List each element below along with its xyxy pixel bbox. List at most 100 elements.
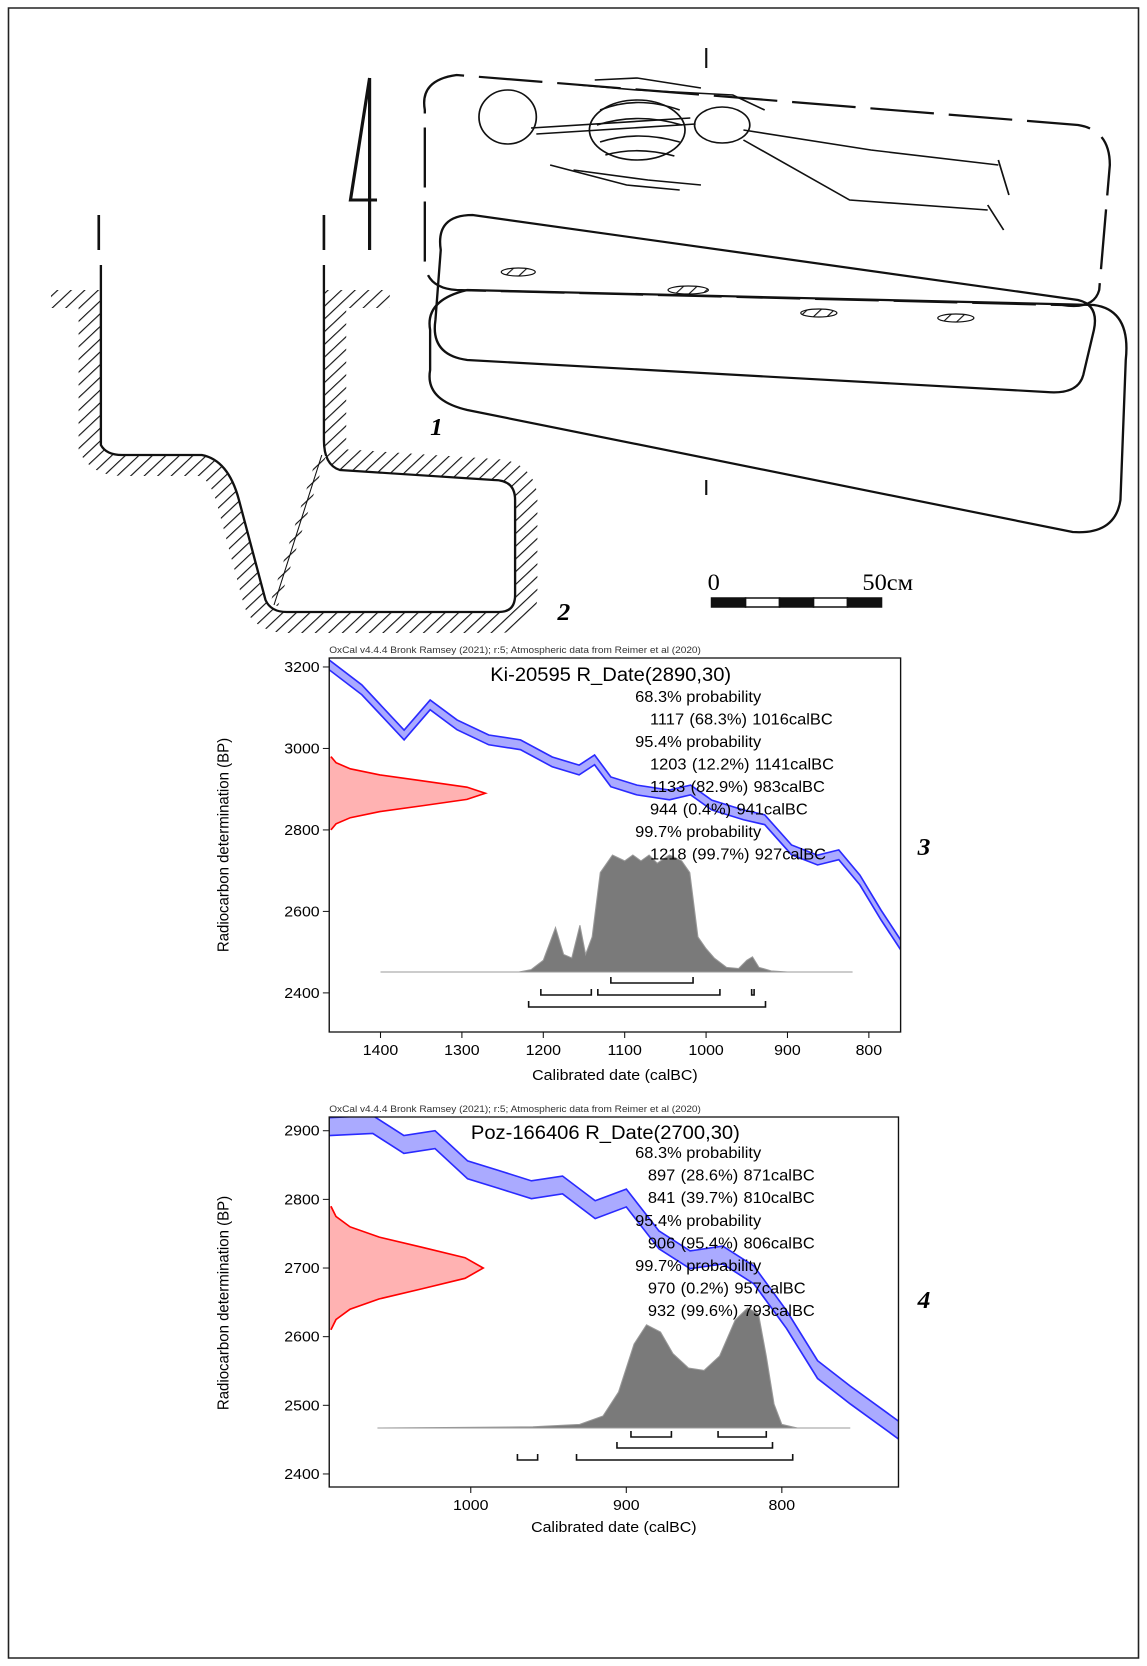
x-axis-label: Calibrated date (calBC): [531, 1519, 697, 1535]
range-from: 897: [648, 1168, 676, 1184]
range-to: 983: [754, 779, 782, 795]
range-unit: calBC: [764, 802, 808, 818]
range-pct: (68.3%): [689, 712, 747, 728]
scale-end: 50см: [862, 571, 913, 596]
probability-label: 99.7% probability: [635, 1258, 761, 1274]
range-unit: calBC: [771, 1168, 815, 1184]
x-tick-label: 1100: [608, 1042, 642, 1058]
y-tick-label: 3200: [284, 659, 319, 675]
scale-bar: [710, 597, 883, 608]
range-unit: calBC: [781, 779, 825, 795]
range-to: 793: [743, 1304, 771, 1320]
skeleton: [478, 77, 1010, 231]
range-bar: [630, 1431, 673, 1438]
range-pct: (82.9%): [691, 779, 749, 795]
plan-drawing: [422, 48, 1128, 534]
range-bar: [717, 1431, 768, 1438]
y-tick-label: 2400: [284, 985, 319, 1001]
range-unit: calBC: [789, 712, 833, 728]
curve-upper: [329, 659, 901, 941]
range-unit: calBC: [782, 847, 826, 863]
y-tick-label: 2600: [284, 1329, 319, 1345]
range-from: 1203: [650, 757, 687, 773]
measurement-curve: [330, 1205, 485, 1331]
range-bar: [750, 989, 755, 996]
range-text: 970 (0.2%) 957calBC: [648, 1281, 806, 1297]
range-text: 1117 (68.3%) 1016calBC: [650, 712, 833, 728]
y-axis-label: Radiocarbon determination (BP): [215, 1196, 233, 1410]
range-pct: (0.4%): [683, 802, 731, 818]
range-unit: calBC: [771, 1191, 815, 1207]
x-tick-label: 1000: [688, 1042, 723, 1058]
chart-title: Poz-166406 R_Date(2700,30): [471, 1123, 740, 1144]
range-from: 944: [650, 802, 678, 818]
probability-label: 95.4% probability: [635, 734, 761, 750]
range-bar: [516, 1454, 539, 1461]
scale-start: 0: [708, 571, 720, 596]
range-from: 841: [648, 1191, 676, 1207]
range-to: 941: [736, 802, 764, 818]
range-from: 932: [648, 1304, 676, 1320]
range-text: 1203 (12.2%) 1141calBC: [650, 757, 834, 773]
x-tick-label: 800: [769, 1497, 796, 1513]
y-tick-label: 3000: [284, 741, 319, 757]
range-bar: [527, 1001, 767, 1008]
range-text: 897 (28.6%) 871calBC: [648, 1168, 815, 1184]
range-text: 906 (95.4%) 806calBC: [648, 1236, 815, 1252]
chart-header: OxCal v4.4.4 Bronk Ramsey (2021); r:5; A…: [329, 645, 701, 656]
range-to: 806: [743, 1236, 771, 1252]
section-drawing: [50, 215, 538, 633]
panel-label: 4: [917, 1288, 931, 1314]
chart-header: OxCal v4.4.4 Bronk Ramsey (2021); r:5; A…: [329, 1104, 701, 1115]
curve-lower: [329, 1132, 899, 1440]
range-to: 957: [734, 1281, 762, 1297]
probability-label: 68.3% probability: [635, 1145, 761, 1161]
drawing-label: 2: [557, 600, 571, 626]
range-bar: [540, 989, 593, 996]
probability-label: 95.4% probability: [635, 1213, 761, 1229]
x-axis-label: Calibrated date (calBC): [532, 1067, 698, 1083]
range-text: 1133 (82.9%) 983calBC: [650, 779, 825, 795]
range-unit: calBC: [762, 1281, 806, 1297]
y-tick-label: 2700: [284, 1260, 319, 1276]
range-to: 927: [755, 847, 783, 863]
curve-band: [329, 660, 901, 950]
y-tick-label: 2600: [284, 904, 319, 920]
range-from: 1133: [650, 779, 685, 795]
range-pct: (99.7%): [692, 847, 750, 863]
probability-label: 68.3% probability: [635, 689, 761, 705]
posterior: [377, 1307, 851, 1429]
range-text: 932 (99.6%) 793calBC: [648, 1304, 815, 1320]
range-text: 841 (39.7%) 810calBC: [648, 1191, 815, 1207]
range-bar: [597, 989, 721, 996]
x-tick-label: 1400: [363, 1042, 398, 1058]
range-to: 1016: [752, 712, 789, 728]
border: [7, 7, 1140, 1659]
range-pct: (99.6%): [681, 1304, 739, 1320]
x-tick-label: 1200: [526, 1042, 561, 1058]
y-tick-label: 2800: [284, 1192, 319, 1208]
drawing-label: 1: [430, 415, 443, 441]
range-text: 944 (0.4%) 941calBC: [650, 802, 808, 818]
range-pct: (28.6%): [681, 1168, 739, 1184]
range-bar: [610, 977, 694, 984]
x-tick-label: 900: [613, 1497, 640, 1513]
measurement-fill: [329, 756, 486, 830]
curve-upper: [329, 1117, 899, 1422]
y-axis-label: Radiocarbon determination (BP): [215, 738, 233, 952]
plot-area: [329, 1117, 899, 1440]
curve-lower: [329, 669, 901, 951]
range-unit: calBC: [771, 1304, 815, 1320]
y-tick-label: 2400: [284, 1466, 319, 1482]
x-tick-label: 900: [774, 1042, 801, 1058]
range-from: 970: [648, 1281, 676, 1297]
range-to: 810: [743, 1191, 771, 1207]
range-pct: (39.7%): [681, 1191, 739, 1207]
x-tick-label: 1000: [453, 1497, 488, 1513]
range-bar: [575, 1454, 794, 1461]
range-pct: (95.4%): [681, 1236, 739, 1252]
orientation-mark: [348, 77, 378, 250]
posterior: [380, 854, 853, 973]
